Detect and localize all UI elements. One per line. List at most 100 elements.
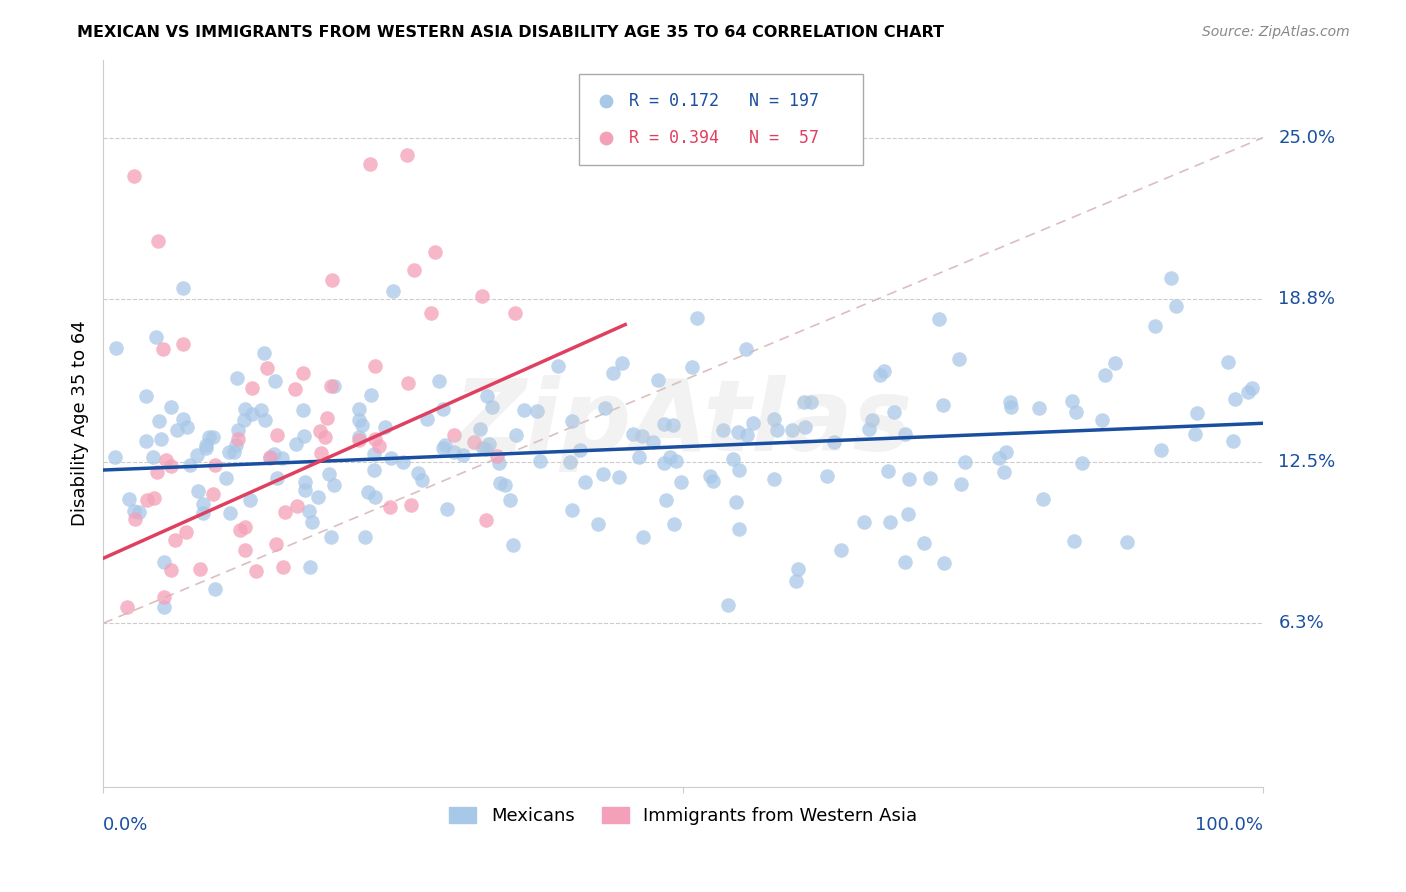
Point <box>363 463 385 477</box>
Point <box>204 458 226 472</box>
Point <box>105 341 128 355</box>
Point <box>122 169 145 184</box>
Point <box>830 542 852 557</box>
Point <box>395 148 418 162</box>
Point <box>298 560 321 574</box>
Point <box>363 447 385 461</box>
Point <box>481 400 503 414</box>
Point <box>766 423 789 437</box>
Point <box>762 472 785 486</box>
Point <box>153 590 176 604</box>
Text: 25.0%: 25.0% <box>1278 128 1336 146</box>
Point <box>309 424 332 438</box>
Text: 18.8%: 18.8% <box>1278 290 1336 308</box>
Point <box>652 417 675 431</box>
Point <box>463 434 485 449</box>
Point <box>291 366 314 380</box>
Point <box>592 467 614 481</box>
Point <box>284 382 307 396</box>
Point <box>226 423 249 437</box>
Point <box>1222 434 1244 448</box>
Point <box>415 412 437 426</box>
Point <box>294 475 316 489</box>
Point <box>717 598 740 612</box>
Point <box>245 565 267 579</box>
Point <box>349 430 371 444</box>
Point <box>186 448 208 462</box>
Point <box>226 432 249 446</box>
Point <box>146 235 169 249</box>
Point <box>239 492 262 507</box>
Point <box>271 451 294 466</box>
Point <box>593 401 616 416</box>
Point <box>259 450 281 465</box>
Point <box>621 426 644 441</box>
Point <box>860 413 883 427</box>
Point <box>142 450 165 464</box>
Point <box>364 359 387 373</box>
Point <box>1218 355 1240 369</box>
Point <box>685 310 707 325</box>
Point <box>195 438 218 452</box>
Point <box>898 472 921 486</box>
Point <box>628 450 651 464</box>
Point <box>233 402 256 417</box>
Point <box>347 434 370 448</box>
Point <box>224 445 246 459</box>
Point <box>853 515 876 529</box>
Point <box>197 430 219 444</box>
Point <box>240 381 263 395</box>
Point <box>432 442 454 456</box>
Point <box>153 555 176 569</box>
Point <box>294 483 316 497</box>
Point <box>1066 405 1088 419</box>
Point <box>897 507 920 521</box>
Point <box>561 503 583 517</box>
Point <box>104 450 127 464</box>
Point <box>928 311 950 326</box>
Point <box>1187 406 1209 420</box>
Point <box>298 503 321 517</box>
Point <box>893 427 915 442</box>
Point <box>786 562 808 576</box>
Point <box>558 454 581 468</box>
Point <box>631 429 654 443</box>
Point <box>879 515 901 529</box>
Point <box>218 444 240 458</box>
Point <box>218 506 240 520</box>
Point <box>734 342 756 356</box>
Point <box>893 556 915 570</box>
Point <box>191 497 214 511</box>
Point <box>994 445 1017 459</box>
Point <box>662 516 685 531</box>
Point <box>932 556 955 570</box>
Point <box>949 477 972 491</box>
Point <box>815 468 838 483</box>
Point <box>471 441 494 455</box>
Point <box>367 439 389 453</box>
Point <box>1223 392 1246 407</box>
Point <box>166 423 188 437</box>
Point <box>307 491 329 505</box>
Point <box>823 434 845 449</box>
Point <box>602 366 624 380</box>
Point <box>194 441 217 455</box>
Point <box>918 471 941 485</box>
Point <box>423 244 446 259</box>
Point <box>172 337 194 351</box>
Point <box>475 442 498 456</box>
Point <box>478 437 501 451</box>
Point <box>433 438 456 452</box>
Point <box>364 432 387 446</box>
Point <box>378 500 401 515</box>
Point <box>499 492 522 507</box>
Point <box>176 524 198 539</box>
Point <box>253 346 276 360</box>
Point <box>1094 368 1116 383</box>
Point <box>471 289 494 303</box>
Point <box>420 306 443 320</box>
Legend: Mexicans, Immigrants from Western Asia: Mexicans, Immigrants from Western Asia <box>441 800 925 832</box>
Point <box>115 599 138 614</box>
Point <box>443 427 465 442</box>
Point <box>274 505 297 519</box>
